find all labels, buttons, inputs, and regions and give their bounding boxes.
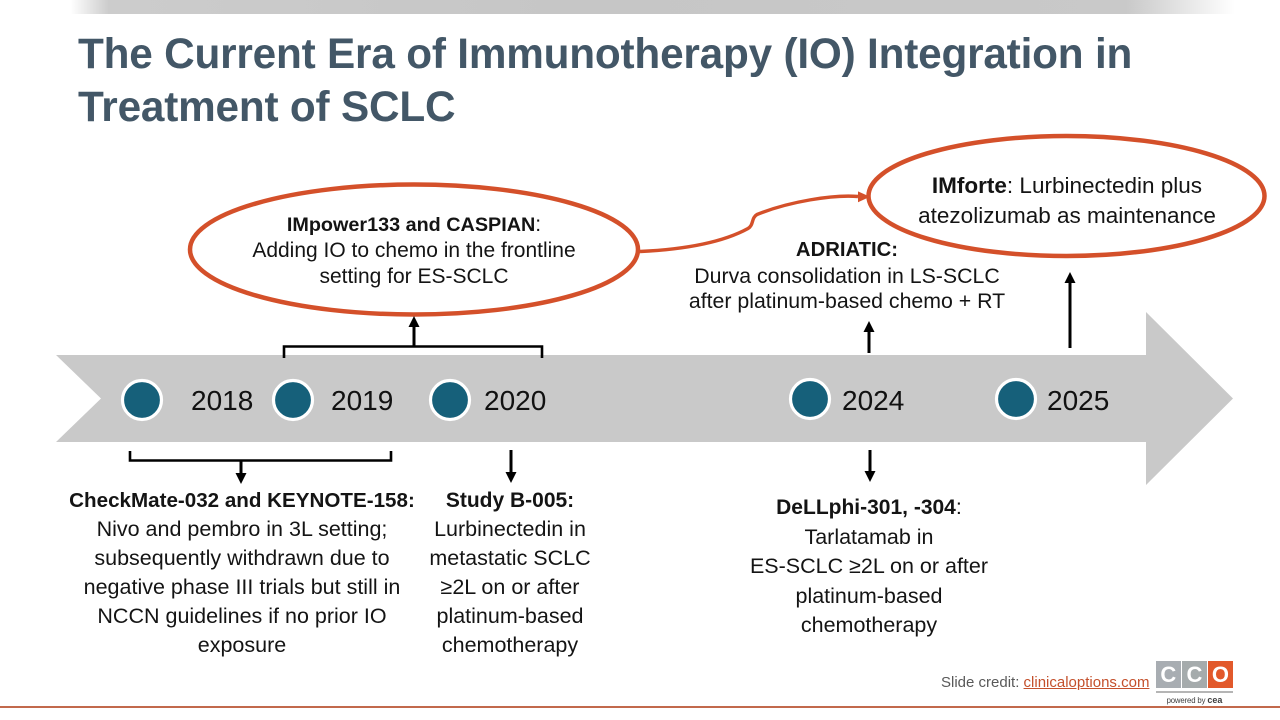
slide-credit-link[interactable]: clinicaloptions.com	[1023, 674, 1150, 691]
dellphi-line-1: ES-SCLC ≥2L on or after	[749, 554, 989, 578]
bottom-bracket	[128, 451, 393, 462]
study-line-0: Lurbinectedin in	[434, 517, 586, 541]
checkmate-line-0: Nivo and pembro in 3L setting;	[96, 517, 388, 541]
dellphi-line-2: platinum-based	[795, 583, 943, 608]
ellipse-connector-curve	[639, 194, 859, 254]
impower-heading: IMpower133 and CASPIAN	[286, 214, 536, 236]
study-line-2: ≥2L on or after	[440, 575, 580, 599]
year-label-2025: 2025	[1047, 385, 1110, 416]
imforte-callout-text: IMforte: Lurbinectedin plus atezolizumab…	[867, 171, 1267, 230]
tagline-prefix: powered by	[1166, 695, 1208, 705]
imforte-line2: atezolizumab as maintenance	[918, 202, 1216, 228]
imforte-heading: IMforte	[931, 173, 1007, 198]
year-label-2020: 2020	[484, 385, 547, 416]
impower-callout-text: IMpower133 and CASPIAN: Adding IO to che…	[214, 212, 614, 290]
cco-logo-rule	[1156, 690, 1233, 693]
connector-arrowhead	[858, 191, 870, 203]
slide-title: The Current Era of Immunotherapy (IO) In…	[78, 30, 1133, 130]
cco-logo-letter-c2: C	[1182, 661, 1207, 688]
checkmate-arrowhead	[235, 473, 247, 484]
checkmate-line-3: NCCN guidelines if no prior IO	[97, 604, 387, 628]
dellphi-heading-colon: :	[955, 495, 962, 519]
impower-line2: Adding IO to chemo in the frontline	[252, 239, 576, 262]
imforte-ellipse	[866, 133, 1267, 259]
year-marker-2018	[120, 378, 164, 422]
checkmate-callout-text: CheckMate-032 and KEYNOTE-158: Nivo and …	[42, 486, 442, 660]
tagline-brand: cea	[1207, 694, 1223, 705]
year-marker-2020	[428, 378, 472, 422]
dellphi-callout-text: DeLLphi-301, -304: Tarlatamab in ES-SCLC…	[669, 493, 1069, 641]
study-line-3: platinum-based	[436, 604, 584, 628]
adriatic-line2: Durva consolidation in LS-SCLC	[694, 263, 1000, 288]
imforte-arrowhead	[1064, 272, 1076, 283]
year-marker-2019	[271, 378, 315, 422]
dellphi-heading: DeLLphi-301, -304	[776, 496, 956, 519]
year-marker-2025	[994, 377, 1038, 421]
adriatic-callout-text: ADRIATIC: Durva consolidation in LS-SCLC…	[647, 238, 1047, 315]
year-label-2018: 2018	[191, 385, 254, 416]
timeline-arrow-shape	[56, 312, 1233, 485]
study-line-4: chemotherapy	[441, 633, 579, 657]
impower-ellipse	[187, 182, 641, 317]
adriatic-heading: ADRIATIC:	[795, 239, 899, 261]
slide-credit-label: Slide credit:	[941, 674, 1024, 691]
adriatic-arrowhead	[863, 321, 875, 332]
cco-logo-squares: C C O	[1156, 661, 1233, 688]
checkmate-line-4: exposure	[197, 633, 287, 657]
year-label-2024: 2024	[842, 385, 905, 416]
impower-arrowhead	[408, 316, 420, 327]
dellphi-arrowhead	[864, 471, 876, 482]
dellphi-line-0: Tarlatamab in	[804, 524, 934, 549]
impower-line3: setting for ES-SCLC	[319, 265, 509, 288]
cco-logo-letter-c1: C	[1156, 661, 1181, 688]
top-gradient-bar	[0, 0, 1280, 14]
dellphi-line-3: chemotherapy	[800, 613, 938, 637]
study-line-1: metastatic SCLC	[429, 546, 591, 570]
imforte-line1-rest: : Lurbinectedin plus	[1006, 173, 1203, 198]
checkmate-line-2: negative phase III trials but still in	[83, 575, 401, 599]
adriatic-line3: after platinum-based chemo + RT	[688, 289, 1006, 313]
year-label-2019: 2019	[331, 385, 394, 416]
cco-logo-tagline: powered by cea	[1156, 695, 1233, 705]
checkmate-heading: CheckMate-032 and KEYNOTE-158:	[69, 489, 415, 512]
year-marker-2024	[788, 377, 832, 421]
study-heading: Study B-005:	[445, 489, 575, 512]
study-arrowhead	[505, 472, 517, 483]
study-callout-text: Study B-005: Lurbinectedin in metastatic…	[410, 486, 610, 660]
slide-credit: Slide credit: clinicaloptions.com	[941, 674, 1149, 691]
cco-logo: C C O powered by cea	[1156, 661, 1233, 705]
cco-logo-letter-o: O	[1208, 661, 1233, 688]
footer-rule	[0, 705, 1280, 708]
checkmate-line-1: subsequently withdrawn due to	[94, 546, 390, 570]
impower-heading-colon: :	[535, 213, 542, 236]
